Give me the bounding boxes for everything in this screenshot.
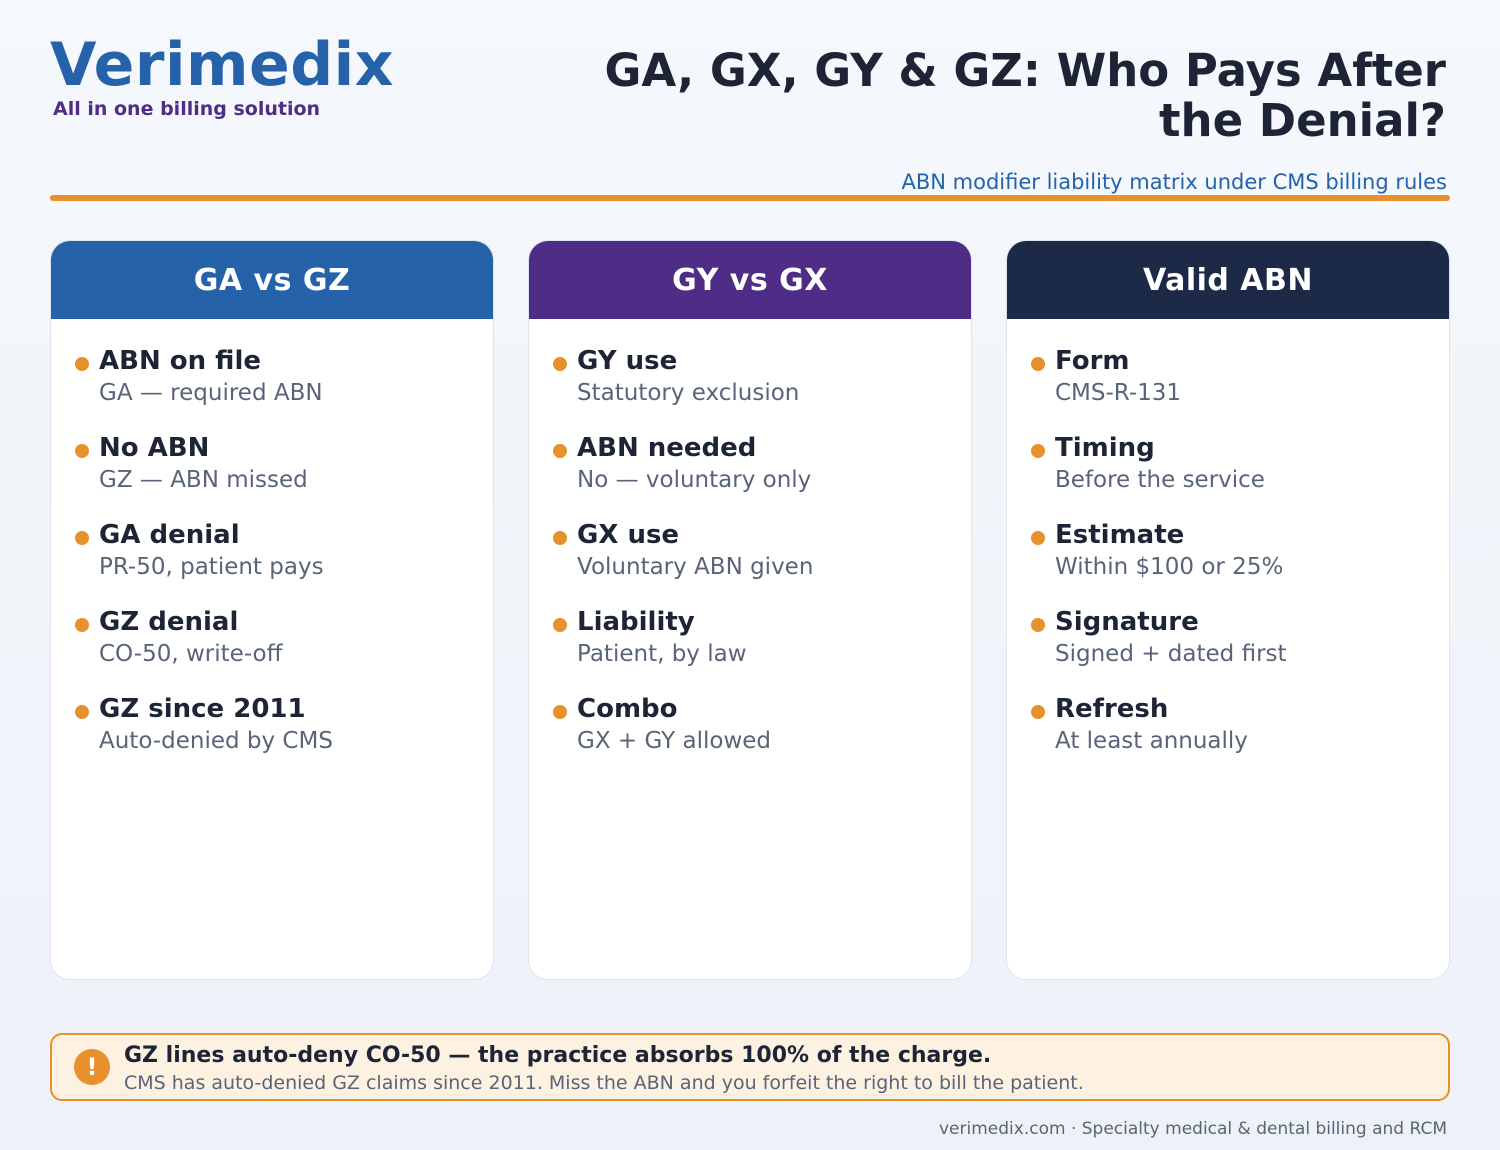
card-body: ABN on file GA — required ABN No ABN GZ — … [51,319,493,757]
item-title: Liability [577,607,695,637]
item-title: ABN on file [99,346,261,376]
bullet-dot-icon [1031,705,1045,719]
item-title: Refresh [1055,694,1169,724]
bullet-dot-icon [75,531,89,545]
list-item: Combo GX + GY allowed [553,693,947,757]
bullet-dot-icon [553,531,567,545]
item-desc: CMS-R-131 [1055,380,1182,406]
item-title: GZ since 2011 [99,694,306,724]
item-title: GZ denial [99,607,239,637]
item-title: ABN needed [577,433,757,463]
item-desc: No — voluntary only [577,467,812,493]
bullet-dot-icon [553,705,567,719]
item-desc: Statutory exclusion [577,380,800,406]
card-ga-vs-gz: GA vs GZ ABN on file GA — required ABN No… [50,240,494,980]
callout-text: CMS has auto-denied GZ claims since 2011… [124,1072,1084,1094]
bullet-dot-icon [553,444,567,458]
item-title: Signature [1055,607,1199,637]
list-item: Form CMS-R-131 [1031,345,1425,409]
list-item: Liability Patient, by law [553,606,947,670]
list-item: Timing Before the service [1031,432,1425,496]
item-desc: Voluntary ABN given [577,554,814,580]
header-divider [50,195,1450,201]
brand-block: Verimedix All in one billing solution [50,30,394,120]
list-item: Estimate Within $100 or 25% [1031,519,1425,583]
item-title: Combo [577,694,678,724]
item-desc: At least annually [1055,728,1248,754]
item-title: GX use [577,520,680,550]
list-item: GA denial PR-50, patient pays [75,519,469,583]
callout-title: GZ lines auto-deny CO-50 — the practice … [124,1043,992,1068]
list-item: Signature Signed + dated first [1031,606,1425,670]
brand-logo: Verimedix [50,30,394,100]
bullet-dot-icon [553,618,567,632]
item-title: GA denial [99,520,240,550]
list-item: GY use Statutory exclusion [553,345,947,409]
bullet-dot-icon [1031,444,1045,458]
warning-callout: ! GZ lines auto-deny CO-50 — the practic… [50,1033,1450,1101]
list-item: ABN on file GA — required ABN [75,345,469,409]
card-valid-abn: Valid ABN Form CMS-R-131 Timing Before the… [1006,240,1450,980]
list-item: GZ denial CO-50, write-off [75,606,469,670]
item-desc: Within $100 or 25% [1055,554,1284,580]
item-desc: Signed + dated first [1055,641,1287,667]
page-title: GA, GX, GY & GZ: Who Pays After the Deni… [604,44,1446,147]
bullet-dot-icon [1031,531,1045,545]
card-gy-vs-gx: GY vs GX GY use Statutory exclusion ABN n… [528,240,972,980]
card-body: Form CMS-R-131 Timing Before the service E… [1007,319,1449,757]
page-subtitle: ABN modifier liability matrix under CMS … [901,170,1447,194]
item-desc: CO-50, write-off [99,641,283,667]
list-item: ABN needed No — voluntary only [553,432,947,496]
item-desc: GX + GY allowed [577,728,772,754]
bullet-dot-icon [75,357,89,371]
item-desc: GZ — ABN missed [99,467,308,493]
item-title: GY use [577,346,678,376]
item-title: Timing [1055,433,1155,463]
item-desc: PR-50, patient pays [99,554,324,580]
item-desc: Patient, by law [577,641,747,667]
list-item: GX use Voluntary ABN given [553,519,947,583]
card-header: GA vs GZ [51,241,493,319]
bullet-dot-icon [553,357,567,371]
list-item: No ABN GZ — ABN missed [75,432,469,496]
item-desc: GA — required ABN [99,380,323,406]
list-item: Refresh At least annually [1031,693,1425,757]
footer-text: verimedix.com · Specialty medical & dent… [939,1119,1447,1139]
item-desc: Auto-denied by CMS [99,728,333,754]
bullet-dot-icon [1031,357,1045,371]
card-header: Valid ABN [1007,241,1449,319]
card-body: GY use Statutory exclusion ABN needed No —… [529,319,971,757]
item-title: Estimate [1055,520,1185,550]
brand-tagline: All in one billing solution [53,98,321,120]
bullet-dot-icon [1031,618,1045,632]
bullet-dot-icon [75,444,89,458]
bullet-dot-icon [75,705,89,719]
item-title: No ABN [99,433,210,463]
list-item: GZ since 2011 Auto-denied by CMS [75,693,469,757]
exclamation-icon: ! [74,1049,110,1085]
card-header: GY vs GX [529,241,971,319]
item-title: Form [1055,346,1130,376]
item-desc: Before the service [1055,467,1265,493]
bullet-dot-icon [75,618,89,632]
